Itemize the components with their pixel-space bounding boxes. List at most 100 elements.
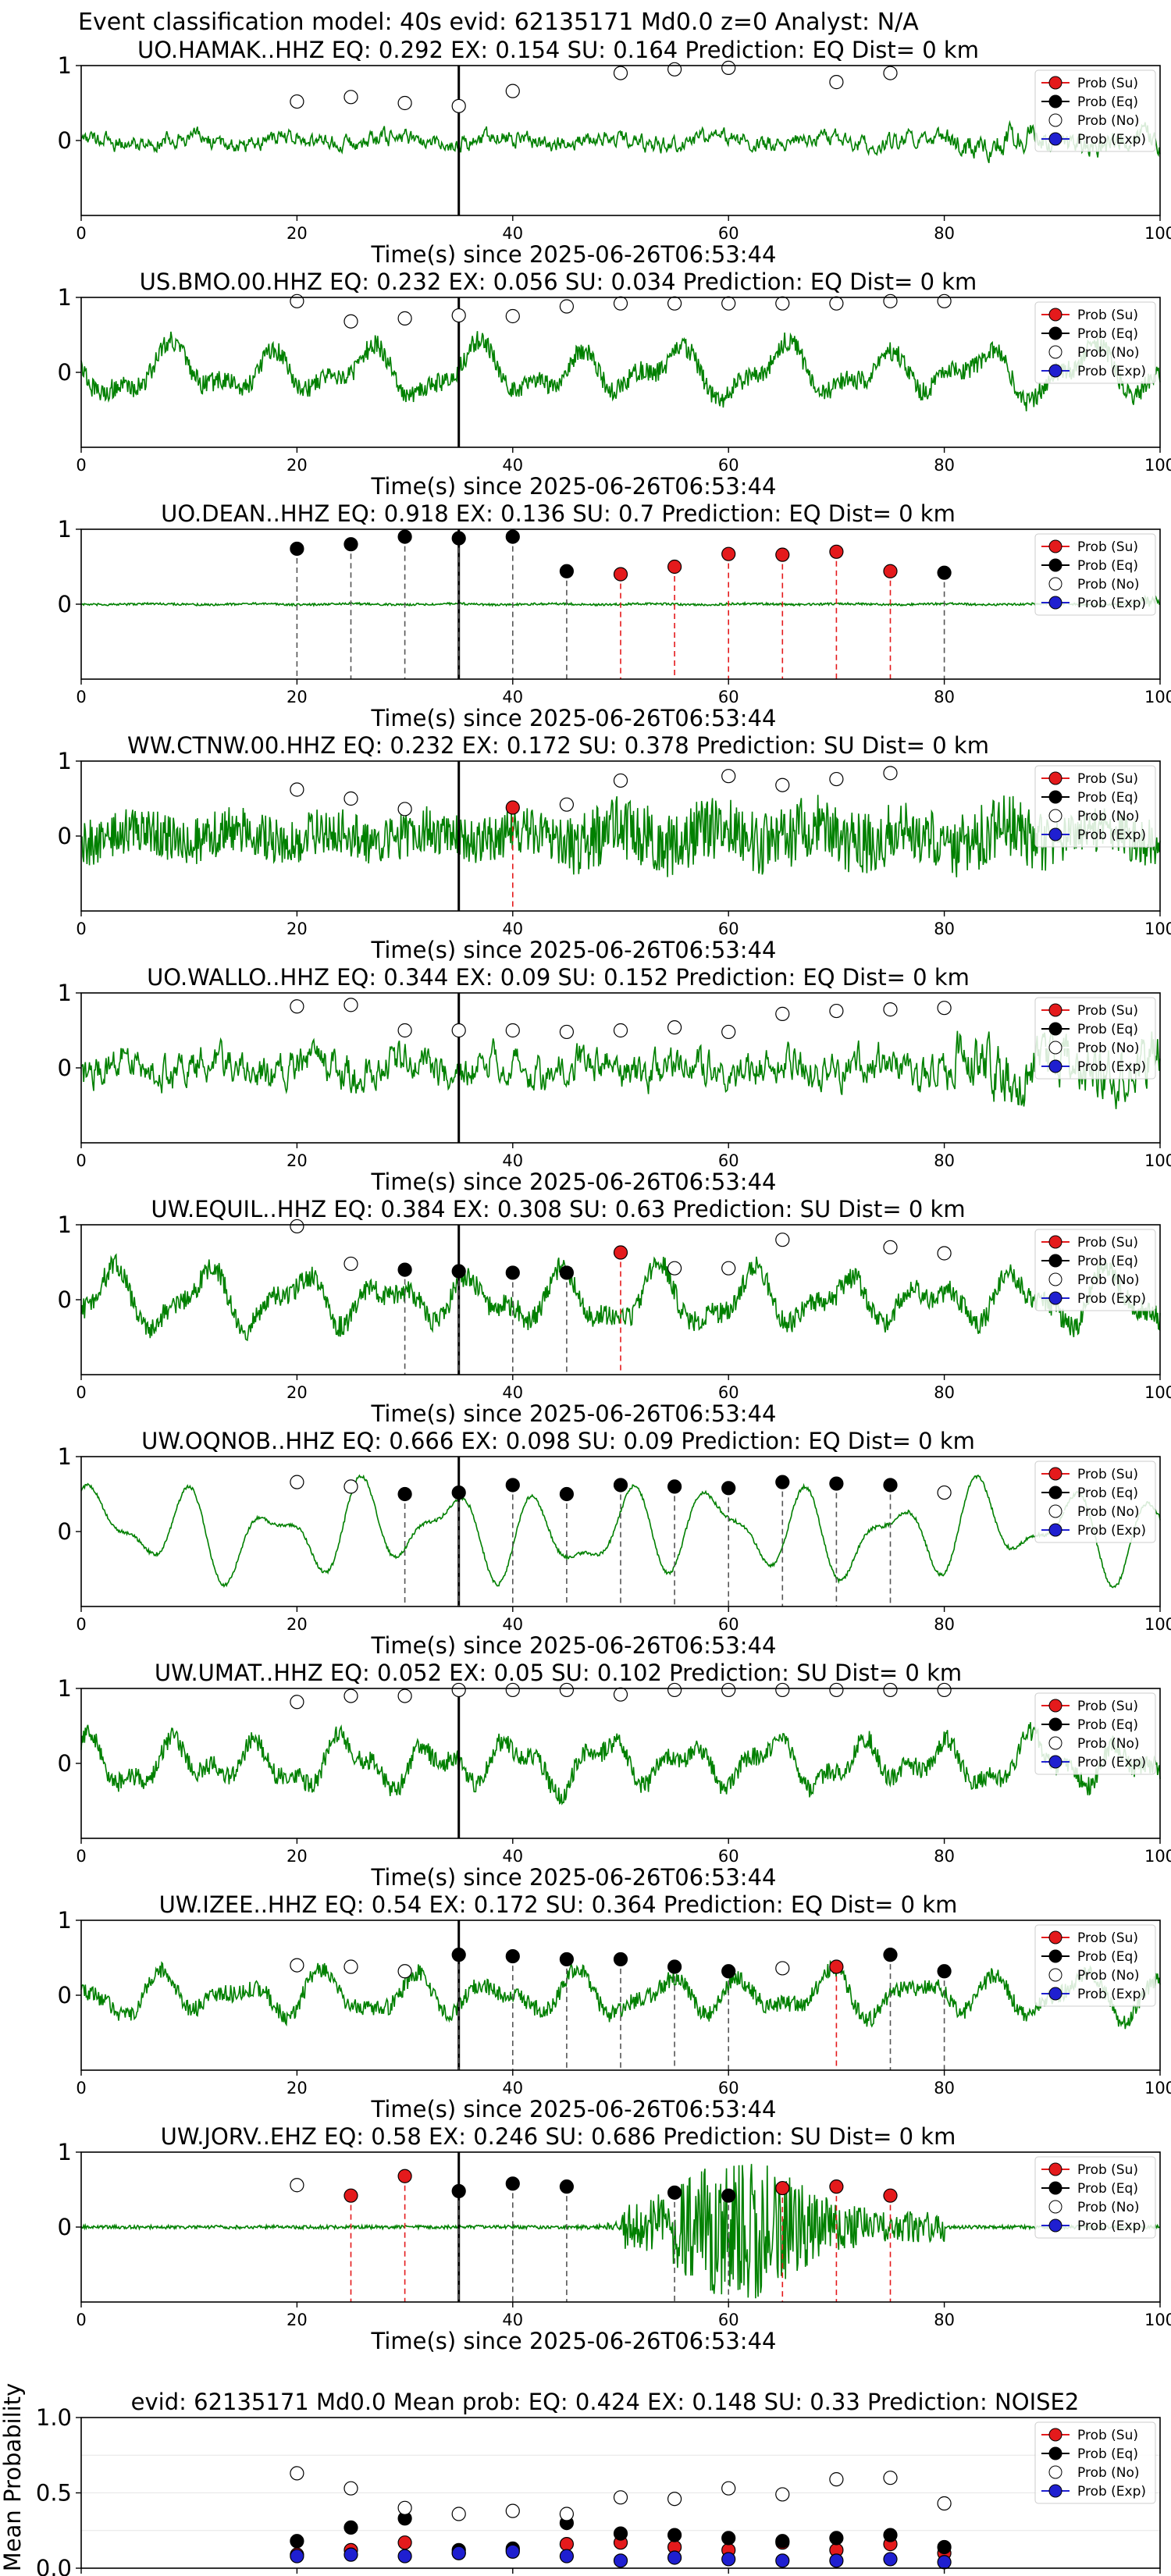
prob-marker-eq	[937, 565, 952, 580]
prob-marker-no	[343, 1256, 358, 1272]
legend-box	[1034, 1229, 1156, 1311]
legend-label-eq: Prob (Eq)	[1077, 790, 1138, 806]
x-tick-label: 60	[718, 1151, 739, 1170]
mean-prob-marker-exp	[829, 2553, 844, 2568]
prob-marker-no	[505, 1682, 520, 1698]
prob-marker-no	[775, 1233, 790, 1247]
x-tick-label: 40	[502, 1847, 523, 1866]
x-tick-label: 20	[287, 456, 308, 475]
prob-marker-no	[290, 1958, 304, 1973]
legend-marker-su	[1048, 1930, 1062, 1944]
waveform-trace	[80, 1253, 1161, 1342]
prob-marker-no	[343, 791, 358, 806]
panel-title: UO.DEAN..HHZ EQ: 0.918 EX: 0.136 SU: 0.7…	[161, 500, 956, 527]
prob-marker-no	[505, 84, 520, 98]
station-panel-1: UO.HAMAK..HHZ EQ: 0.292 EX: 0.154 SU: 0.…	[58, 37, 1171, 268]
figure-title: Event classification model: 40s evid: 62…	[78, 9, 919, 36]
x-tick-label: 80	[934, 456, 955, 475]
axes-frame	[80, 297, 1161, 448]
mean-prob-marker-eq	[667, 2528, 682, 2542]
x-tick-label: 60	[718, 1383, 739, 1402]
prob-marker-su	[775, 547, 790, 562]
legend-label-su: Prob (Su)	[1077, 2162, 1138, 2178]
x-tick-label: 0	[76, 1615, 86, 1634]
x-tick-label: 80	[934, 688, 955, 706]
x-tick-label: 0	[76, 688, 86, 706]
x-tick-label: 80	[934, 2079, 955, 2097]
legend-marker-eq	[1048, 1717, 1062, 1731]
mean-prob-marker-eq	[721, 2531, 736, 2546]
legend-label-su: Prob (Su)	[1077, 308, 1138, 323]
legend-label-eq: Prob (Eq)	[1077, 1717, 1138, 1733]
legend-marker-no	[1048, 345, 1062, 359]
x-tick-label: 60	[718, 2311, 739, 2329]
legend-label-no: Prob (No)	[1077, 809, 1140, 824]
mean-prob-marker-exp	[290, 2549, 304, 2564]
waveform-trace	[80, 331, 1161, 411]
prob-marker-no	[343, 90, 358, 105]
x-tick-label: 0	[76, 1151, 86, 1170]
prob-marker-su	[505, 800, 520, 815]
prob-marker-no	[559, 1682, 575, 1698]
legend-marker-eq	[1048, 326, 1062, 340]
legend-box	[1034, 2421, 1156, 2504]
prob-marker-su	[721, 546, 736, 561]
legend-box	[1034, 301, 1156, 384]
y-tick-label: 0	[58, 2214, 72, 2240]
legend-label-no: Prob (No)	[1077, 1272, 1140, 1288]
prob-marker-no	[343, 1688, 358, 1703]
prob-marker-no	[829, 296, 844, 311]
prob-marker-no	[343, 1959, 358, 1974]
x-tick-label: 20	[287, 1847, 308, 1866]
prob-marker-no	[290, 782, 304, 797]
prob-marker-eq	[397, 529, 412, 544]
mean-prob-marker-no	[613, 2490, 628, 2505]
x-tick-label: 0	[76, 2311, 86, 2329]
legend-marker-su	[1048, 539, 1062, 553]
prob-marker-eq	[451, 1485, 466, 1500]
x-tick-label: 100	[1144, 920, 1171, 938]
axes-frame	[80, 1688, 1161, 1839]
y-tick-label: 0	[58, 1286, 72, 1313]
legend-label-su: Prob (Su)	[1077, 1467, 1138, 1482]
legend-marker-eq	[1048, 1254, 1062, 1268]
prob-marker-eq	[559, 1952, 575, 1967]
prob-marker-no	[397, 1688, 412, 1703]
panel-title: UO.HAMAK..HHZ EQ: 0.292 EX: 0.154 SU: 0.…	[137, 37, 979, 63]
y-tick-label: 1	[58, 2139, 72, 2165]
mean-prob-marker-no	[667, 2492, 682, 2507]
station-panel-2: US.BMO.00.HHZ EQ: 0.232 EX: 0.056 SU: 0.…	[58, 269, 1171, 500]
x-tick-label: 100	[1144, 456, 1171, 475]
mean-prob-marker-eq	[883, 2528, 898, 2542]
prob-marker-eq	[775, 1475, 790, 1489]
x-tick-label: 40	[502, 1383, 523, 1402]
prob-marker-eq	[721, 2188, 736, 2203]
legend-marker-no	[1048, 1968, 1062, 1982]
prob-marker-no	[397, 1023, 412, 1038]
mean-prob-marker-exp	[451, 2546, 466, 2560]
legend-marker-no	[1048, 1272, 1062, 1286]
y-tick-label: 1	[58, 1212, 72, 1238]
x-axis-label: Time(s) since 2025-06-26T06:53:44	[371, 937, 777, 963]
y-tick-label: 1	[58, 1675, 72, 1702]
x-tick-label: 60	[718, 1615, 739, 1634]
x-tick-label: 60	[718, 920, 739, 938]
legend-label-exp: Prob (Exp)	[1077, 132, 1146, 148]
legend-label-exp: Prob (Exp)	[1077, 364, 1146, 379]
x-tick-label: 0	[76, 1383, 86, 1402]
prob-marker-no	[343, 314, 358, 329]
legend-marker-eq	[1048, 1022, 1062, 1036]
prob-marker-su	[883, 564, 898, 578]
legend-box	[1034, 997, 1156, 1080]
legend-box	[1034, 2156, 1156, 2239]
mean-prob-marker-eq	[613, 2526, 628, 2541]
prob-marker-no	[559, 1024, 575, 1040]
mean-prob-marker-exp	[883, 2552, 898, 2567]
prob-marker-no	[829, 1003, 844, 1019]
legend-marker-no	[1048, 1504, 1062, 1518]
x-tick-label: 100	[1144, 1847, 1171, 1866]
waveform-trace	[80, 2164, 1161, 2299]
mean-prob-marker-exp	[613, 2553, 628, 2568]
y-axis-label: Mean Probability	[0, 2383, 26, 2572]
x-axis-label: Time(s) since 2025-06-26T06:53:44	[371, 2096, 777, 2122]
